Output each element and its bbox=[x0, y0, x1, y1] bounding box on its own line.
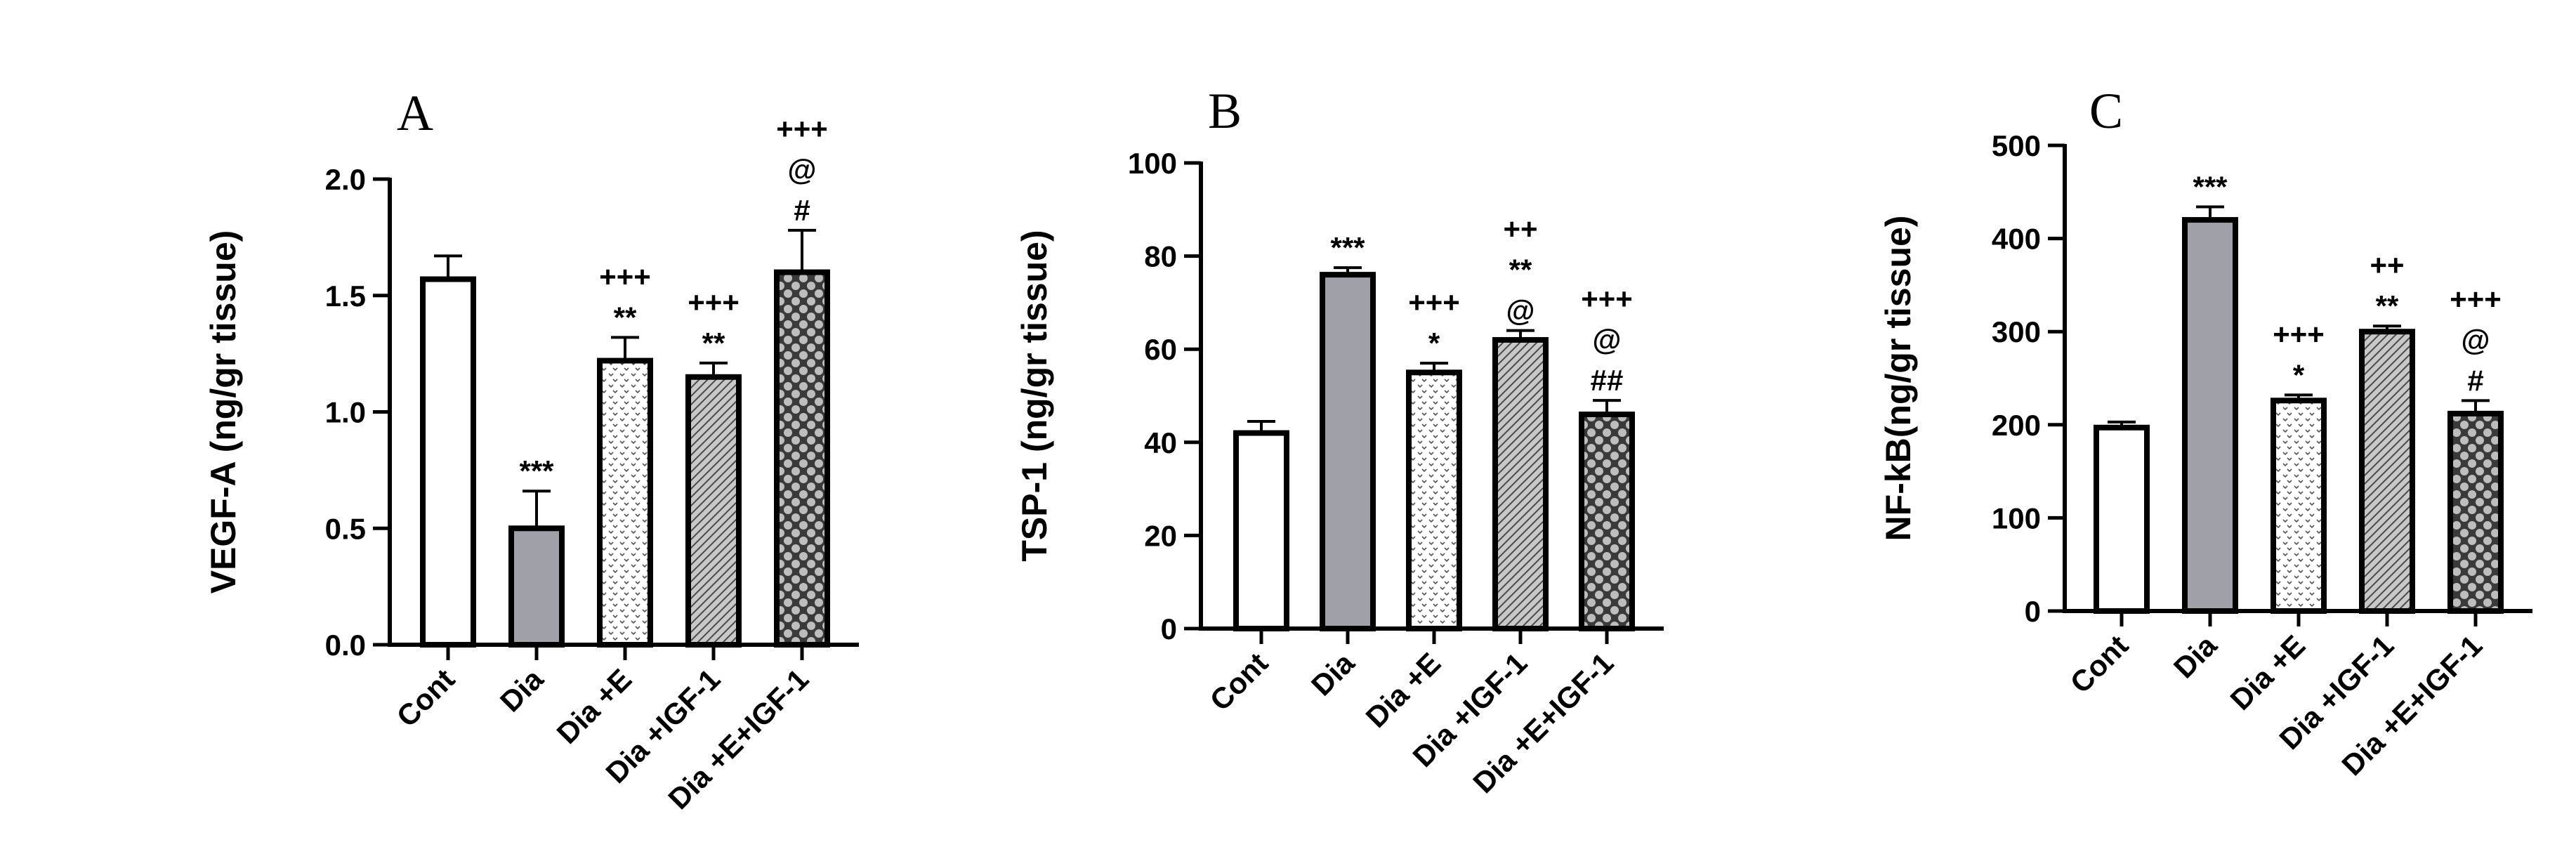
significance-marker: ++ bbox=[1503, 213, 1537, 246]
panel-C: C NF-kB(ng/gr tissue) 0 100 200 300 400 500 Cont… bbox=[1879, 83, 2532, 782]
category-label: Dia +E bbox=[551, 662, 638, 750]
bar-dia-igf-1 bbox=[1492, 336, 1549, 631]
significance-marker: +++ bbox=[776, 112, 828, 145]
category-label: Dia bbox=[2167, 629, 2223, 685]
y-tick-label: 0.0 bbox=[325, 629, 366, 662]
significance-marker: ** bbox=[614, 301, 637, 334]
significance-marker: # bbox=[2467, 364, 2483, 397]
y-tick-label: 40 bbox=[1144, 426, 1177, 459]
category-label: Cont bbox=[1204, 646, 1275, 717]
y-tick-label: 0 bbox=[2025, 595, 2041, 628]
significance-marker: @ bbox=[2462, 323, 2490, 356]
category-label: Dia bbox=[1305, 646, 1361, 702]
panel-B: B TSP-1 (ng/gr tissue) 0 20 40 60 80 100 Cont Dia… bbox=[1015, 83, 1664, 799]
bar-dia bbox=[508, 525, 565, 648]
y-tick-label: 400 bbox=[1992, 223, 2041, 256]
category-label: Dia bbox=[494, 662, 550, 718]
panel-letter: B bbox=[1208, 83, 1242, 139]
bar-dia-e bbox=[2271, 398, 2327, 614]
bar-dia-e bbox=[1406, 369, 1462, 631]
bar-dia-e bbox=[597, 357, 653, 648]
y-tick-label: 80 bbox=[1144, 240, 1177, 273]
y-tick-label: 300 bbox=[1992, 315, 2041, 348]
significance-marker: ** bbox=[2376, 289, 2399, 322]
panel-letter: C bbox=[2089, 83, 2123, 139]
category-label: Cont bbox=[390, 662, 461, 733]
significance-marker: ** bbox=[1509, 254, 1532, 287]
y-tick-label: 200 bbox=[1992, 409, 2041, 442]
bar-cont bbox=[420, 276, 476, 648]
panel-letter: A bbox=[397, 85, 433, 141]
y-tick-label: 60 bbox=[1144, 333, 1177, 366]
bar-dia bbox=[2182, 217, 2238, 614]
panel-A: A VEGF-A (ng/gr tissue) 0.0 0.5 1.0 1.5 2.0 Con… bbox=[204, 85, 859, 815]
bar-dia-igf-1 bbox=[685, 374, 742, 648]
y-tick-label: 0.5 bbox=[325, 512, 366, 545]
significance-marker: *** bbox=[1330, 231, 1365, 264]
category-label: Dia +E bbox=[2224, 629, 2312, 716]
significance-marker: *** bbox=[2193, 171, 2228, 204]
significance-marker: @ bbox=[788, 153, 817, 186]
bar-cont bbox=[1233, 430, 1289, 631]
category-label: Cont bbox=[2064, 629, 2135, 700]
y-tick-label: 100 bbox=[1992, 501, 2041, 534]
significance-marker: +++ bbox=[2450, 282, 2502, 315]
significance-marker: @ bbox=[1506, 294, 1535, 327]
bar-dia-e-igf-1 bbox=[1579, 412, 1635, 632]
y-tick-label: 2.0 bbox=[325, 163, 366, 196]
significance-marker: +++ bbox=[1408, 286, 1460, 319]
y-tick-label: 1.5 bbox=[325, 280, 366, 313]
significance-marker: +++ bbox=[2273, 317, 2325, 350]
y-tick-label: 100 bbox=[1128, 147, 1177, 180]
bar-dia-e-igf-1 bbox=[774, 269, 830, 648]
significance-marker: +++ bbox=[1581, 282, 1633, 315]
y-tick-label: 0 bbox=[1161, 612, 1177, 645]
significance-marker: @ bbox=[1593, 323, 1622, 356]
y-axis-label: NF-kB(ng/gr tissue) bbox=[1879, 216, 1918, 541]
significance-marker: +++ bbox=[599, 260, 651, 293]
y-axis-label: VEGF-A (ng/gr tissue) bbox=[204, 230, 243, 594]
bar-dia bbox=[1320, 272, 1376, 631]
y-tick-label: 500 bbox=[1992, 129, 2041, 162]
bar-cont bbox=[2094, 424, 2150, 614]
significance-marker: * bbox=[2293, 358, 2305, 391]
significance-marker: # bbox=[794, 194, 810, 227]
significance-marker: * bbox=[1428, 327, 1440, 360]
significance-marker: +++ bbox=[688, 286, 740, 319]
y-axis-label: TSP-1 (ng/gr tissue) bbox=[1015, 230, 1054, 561]
significance-marker: ## bbox=[1591, 364, 1624, 397]
bar-dia-igf-1 bbox=[2359, 329, 2415, 614]
bar-dia-e-igf-1 bbox=[2447, 410, 2504, 614]
significance-marker: *** bbox=[519, 454, 554, 487]
significance-marker: ++ bbox=[2370, 249, 2404, 282]
significance-marker: ** bbox=[702, 327, 725, 360]
y-tick-label: 1.0 bbox=[325, 396, 366, 429]
category-label: Dia +E bbox=[1360, 646, 1447, 734]
y-tick-label: 20 bbox=[1144, 519, 1177, 552]
